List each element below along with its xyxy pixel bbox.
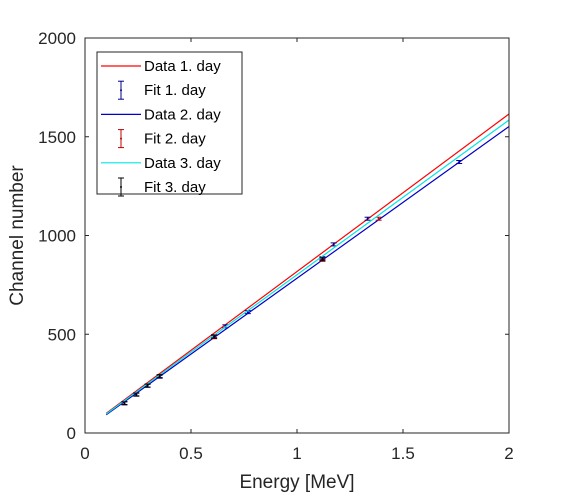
series-line-3: [105, 126, 510, 416]
errorbar-point: [144, 383, 151, 388]
x-tick-label: 2: [504, 444, 513, 463]
legend-entry: Data 1. day: [101, 58, 221, 75]
x-tick-label: 0.5: [179, 444, 203, 463]
x-tick-label: 1.5: [391, 444, 415, 463]
data-point-marker: [377, 217, 380, 220]
legend-errorbar-marker: [120, 137, 122, 140]
errorbar-point: [364, 216, 371, 221]
legend: Data 1. day Fit 1. day Data 2. day Fit 2. d…: [96, 51, 243, 197]
y-tick-label: 1000: [38, 227, 76, 246]
legend-label: Fit 1. day: [144, 82, 206, 99]
data-point-marker: [123, 402, 126, 405]
y-tick-label: 1500: [38, 128, 76, 147]
legend-entry: Data 2. day: [101, 106, 221, 123]
legend-label: Data 3. day: [144, 155, 221, 172]
legend-label: Fit 2. day: [144, 131, 206, 148]
x-axis-label: Energy [MeV]: [239, 472, 354, 493]
legend-errorbar-marker: [120, 186, 122, 188]
y-tick-label: 0: [67, 424, 76, 443]
plot-content: [105, 113, 510, 416]
data-point-marker: [321, 258, 324, 261]
errorbar-point: [319, 257, 326, 262]
y-tick-label: 2000: [38, 29, 76, 48]
data-point-marker: [135, 393, 138, 396]
legend-entry: Fit 2. day: [118, 129, 206, 149]
x-tick-label: 1: [292, 444, 301, 463]
errorbar-point: [133, 392, 140, 397]
errorbar-point: [121, 401, 128, 406]
legend-entry: Data 3. day: [101, 155, 221, 172]
data-point-marker: [366, 217, 369, 220]
legend-label: Data 2. day: [144, 106, 221, 123]
x-tick-label: 0: [80, 444, 89, 463]
legend-box: [96, 51, 243, 195]
errorbar-point: [211, 334, 218, 339]
y-tick-label: 500: [48, 325, 76, 344]
legend-label: Data 1. day: [144, 58, 221, 75]
errorbar-point: [375, 216, 382, 221]
data-point-marker: [158, 375, 161, 378]
legend-label: Fit 3. day: [144, 179, 206, 196]
axes: 0 0.5 1 1.5 2 0 500 1000 1500 2000: [38, 29, 514, 463]
legend-entry: Fit 1. day: [118, 80, 206, 100]
data-point-marker: [332, 243, 335, 246]
legend-errorbar-marker: [120, 89, 122, 92]
series-line-5: [105, 119, 510, 415]
data-point-marker: [146, 384, 149, 387]
y-axis-label: Channel number: [7, 165, 28, 306]
legend-entry: Fit 3. day: [118, 177, 206, 197]
data-point-marker: [213, 335, 216, 338]
errorbar-point: [156, 374, 163, 379]
series-line-1: [105, 113, 510, 414]
